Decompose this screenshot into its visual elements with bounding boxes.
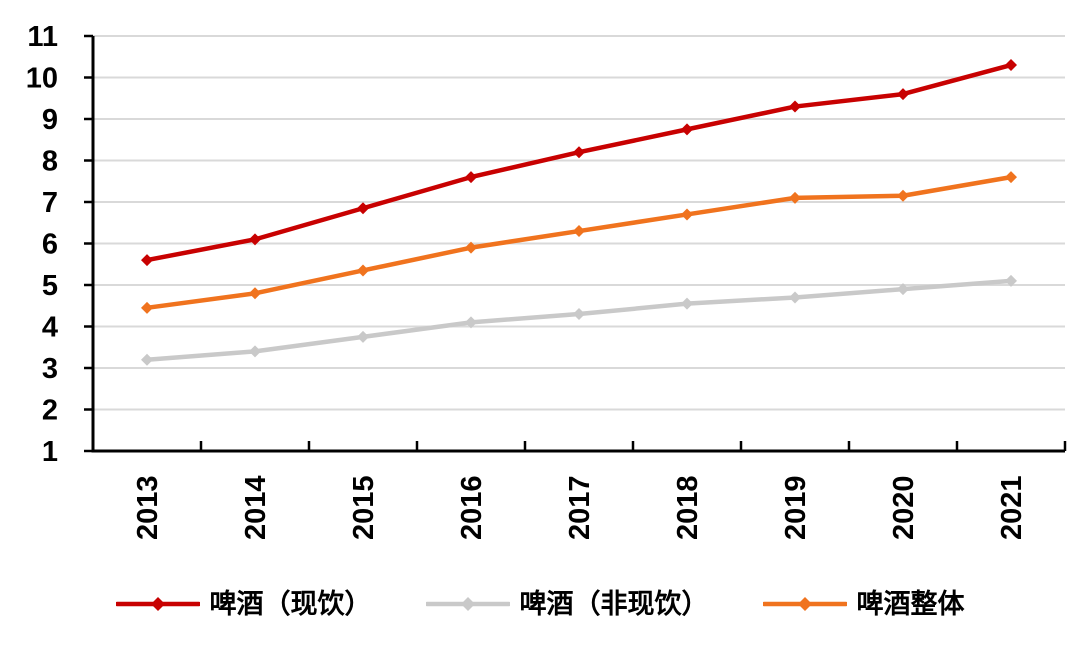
legend-marker-icon — [115, 597, 200, 611]
x-axis-tick-label: 2014 — [240, 475, 272, 540]
x-axis-tick-label: 2021 — [996, 475, 1028, 540]
x-axis-tick-label: 2018 — [672, 475, 704, 540]
legend-marker-icon — [425, 597, 510, 611]
legend-label: 啤酒（非现饮） — [519, 588, 709, 619]
series-marker-1 — [465, 316, 477, 329]
y-axis-tick-label: 11 — [27, 21, 58, 53]
x-axis-tick-label: 2016 — [456, 475, 488, 540]
y-axis-tick-label: 9 — [42, 104, 58, 136]
series-marker-1 — [1005, 274, 1017, 287]
y-axis-tick-label: 8 — [42, 146, 58, 178]
series-marker-2 — [465, 241, 477, 254]
series-marker-0 — [357, 202, 369, 215]
legend-diamond — [460, 597, 475, 611]
series-marker-2 — [249, 287, 261, 300]
x-axis-tick-label: 2013 — [132, 475, 164, 540]
series-marker-0 — [249, 233, 261, 246]
y-axis-tick-label: 2 — [42, 395, 58, 427]
series-marker-1 — [357, 330, 369, 343]
plot-area: 1 2 3 4 5 6 7 8 9 10 11 2013 2014 2015 2016 2017 2018 201… — [26, 21, 1067, 540]
y-axis-tick-label: 3 — [42, 353, 58, 385]
series-marker-1 — [249, 345, 261, 358]
series-marker-2 — [573, 225, 585, 238]
legend-diamond — [797, 597, 812, 611]
series-marker-1 — [789, 291, 801, 304]
series-line-2 — [144, 174, 1014, 311]
x-axis-tick-label: 2020 — [888, 475, 920, 540]
series-marker-0 — [681, 123, 693, 136]
x-axis-tick-label: 2017 — [564, 475, 596, 540]
y-axis-tick-label: 10 — [26, 63, 58, 95]
series-marker-0 — [897, 88, 909, 101]
legend-item-2[interactable]: 啤酒整体 — [762, 588, 965, 619]
y-axis-tick-label: 6 — [42, 229, 58, 261]
legend-marker-icon — [762, 597, 847, 611]
series-marker-1 — [573, 308, 585, 321]
series-marker-0 — [789, 100, 801, 113]
legend-label: 啤酒（现饮） — [209, 588, 372, 619]
y-axis-tick-label: 5 — [42, 270, 58, 302]
x-axis-tick-label: 2019 — [780, 475, 812, 540]
series-marker-2 — [357, 264, 369, 277]
y-axis-tick-label: 1 — [42, 436, 58, 468]
series-marker-2 — [897, 189, 909, 202]
legend-item-0[interactable]: 啤酒（现饮） — [115, 588, 372, 619]
series-marker-2 — [141, 301, 153, 314]
series-marker-2 — [789, 191, 801, 204]
series-marker-0 — [573, 146, 585, 159]
series-marker-1 — [681, 297, 693, 310]
y-axis-tick-label: 4 — [42, 312, 58, 344]
series-marker-1 — [141, 353, 153, 366]
series-marker-1 — [897, 283, 909, 296]
series-marker-0 — [141, 254, 153, 267]
series-marker-2 — [681, 208, 693, 221]
x-axis-tick-label: 2015 — [348, 475, 380, 540]
legend-diamond — [150, 597, 165, 611]
series-marker-0 — [1005, 59, 1017, 72]
y-axis-tick-label: 7 — [42, 187, 58, 219]
legend-item-1[interactable]: 啤酒（非现饮） — [425, 588, 709, 619]
series-marker-0 — [465, 171, 477, 184]
series-line-1 — [144, 278, 1014, 362]
legend-label: 啤酒整体 — [856, 588, 965, 619]
series-marker-2 — [1005, 171, 1017, 184]
legend: 啤酒（现饮） 啤酒（非现饮） 啤酒整体 — [0, 582, 1080, 626]
